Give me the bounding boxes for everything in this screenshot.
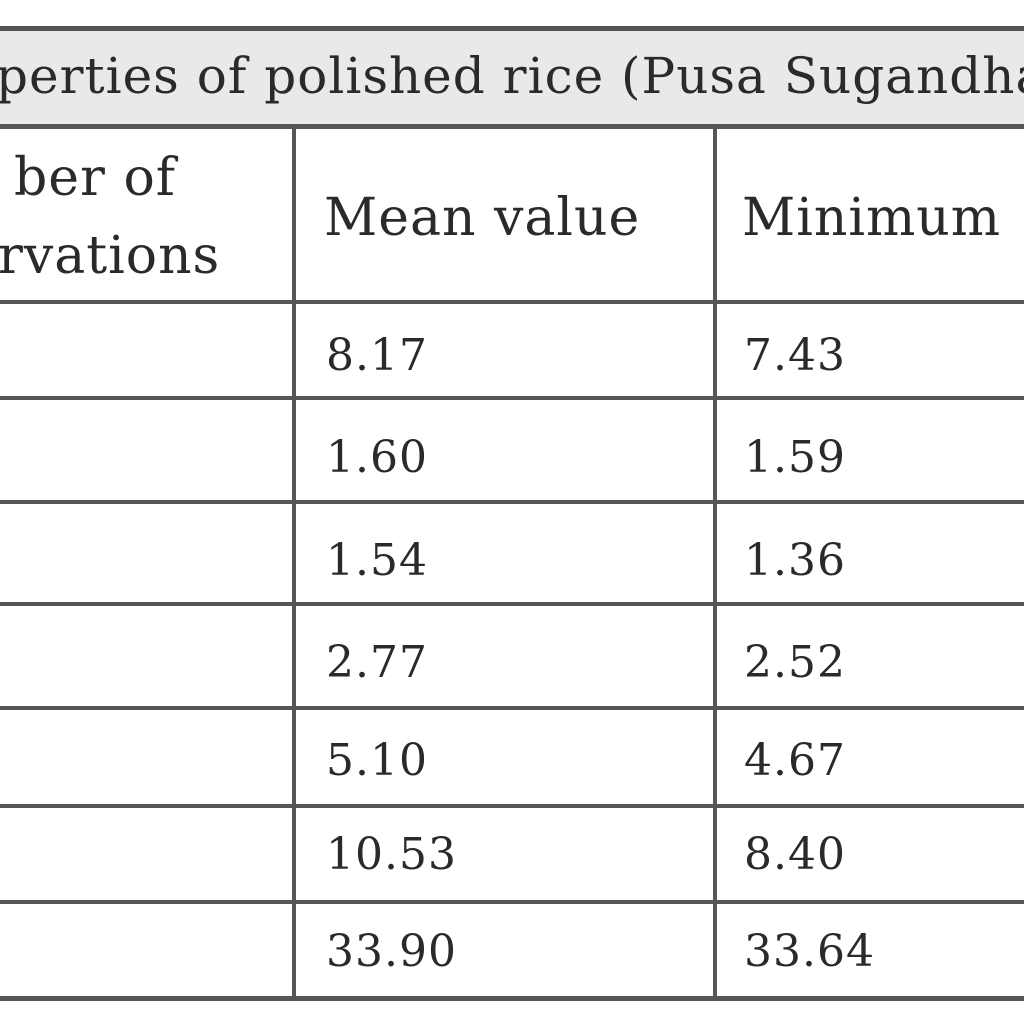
cell-minimum: 1.36 — [744, 535, 846, 586]
header-observations-line2: rvations — [0, 226, 221, 286]
cell-mean: 1.54 — [326, 535, 428, 586]
row-divider — [0, 900, 1024, 904]
column-divider — [292, 128, 296, 1000]
cell-minimum: 4.67 — [744, 735, 846, 786]
header-observations-line1: ber of — [14, 148, 176, 208]
table-title-band — [0, 30, 1024, 126]
row-divider — [0, 396, 1024, 400]
table-title: perties of polished rice (Pusa Sugandha — [0, 47, 1024, 105]
table-top-rule — [0, 26, 1024, 31]
row-divider — [0, 602, 1024, 606]
cell-minimum: 33.64 — [744, 926, 875, 977]
cell-mean: 2.77 — [326, 637, 428, 688]
cell-minimum: 8.40 — [744, 829, 846, 880]
cell-mean: 10.53 — [326, 829, 457, 880]
column-divider — [713, 128, 717, 1000]
cell-mean: 1.60 — [326, 432, 428, 483]
header-minimum: Minimum — [742, 188, 1002, 248]
cell-mean: 5.10 — [326, 735, 428, 786]
row-divider — [0, 706, 1024, 710]
table-bottom-rule — [0, 996, 1024, 1001]
cell-minimum: 1.59 — [744, 432, 846, 483]
cell-mean: 33.90 — [326, 926, 457, 977]
cell-minimum: 2.52 — [744, 637, 846, 688]
header-bottom-rule — [0, 300, 1024, 304]
cell-minimum: 7.43 — [744, 330, 846, 381]
row-divider — [0, 500, 1024, 504]
title-bottom-rule — [0, 124, 1024, 129]
row-divider — [0, 804, 1024, 808]
cell-mean: 8.17 — [326, 330, 428, 381]
header-mean-value: Mean value — [324, 188, 641, 248]
